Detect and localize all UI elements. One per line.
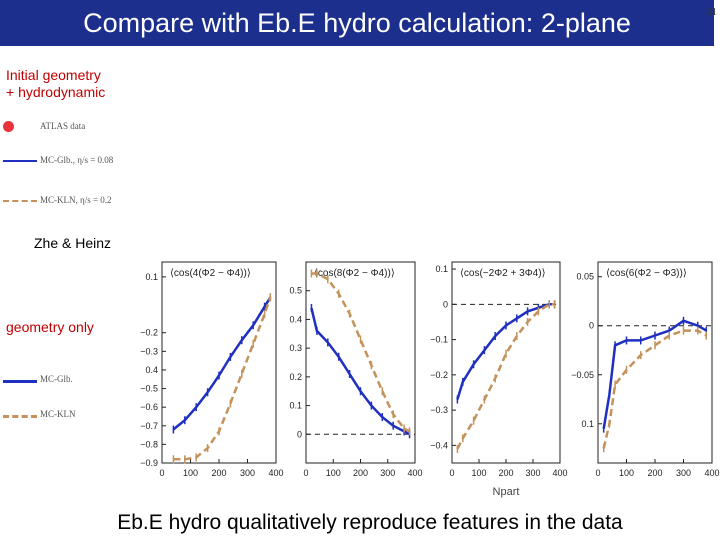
y-tick-label-3-1: 0 — [443, 299, 448, 309]
y-tick-label-1-7: −0.8 — [140, 439, 158, 449]
initial-geometry-label: Initial geometry + hydrodynamic — [6, 67, 105, 101]
y-tick-label-3-5: −0.4 — [430, 440, 448, 450]
series-line-kln-2 — [311, 272, 411, 433]
plot-title-1: ⟨cos(4(Φ2 − Φ4))⟩ — [170, 268, 251, 279]
x-tick-label-1-0: 0 — [159, 468, 164, 478]
x-tick-label-2-4: 400 — [407, 468, 422, 478]
legend-bottom-kln-line-icon — [3, 415, 37, 418]
series-line-kln-4 — [602, 329, 707, 449]
x-tick-label-2-2: 200 — [353, 468, 368, 478]
x-tick-label-1-1: 100 — [183, 468, 198, 478]
plot-frame-4 — [597, 261, 713, 464]
atlas-marker-icon — [3, 121, 14, 132]
x-tick-label-1-3: 300 — [240, 468, 255, 478]
y-tick-label-3-2: −0.1 — [430, 335, 448, 345]
x-tick-label-2-3: 300 — [380, 468, 395, 478]
y-tick-label-1-6: −0.7 — [140, 421, 158, 431]
legend-bottom-glb-label: MC-Glb. — [40, 374, 73, 384]
y-tick-label-4-2: −0.05 — [571, 370, 594, 380]
legend-bottom-kln-label: MC-KLN — [40, 409, 76, 419]
y-tick-label-2-3: 0.2 — [289, 372, 302, 382]
series-line-kln-1 — [173, 296, 272, 461]
y-tick-label-1-4: −0.5 — [140, 384, 158, 394]
y-tick-label-2-5: 0 — [297, 429, 302, 439]
legend-kln-line-icon — [3, 200, 37, 202]
x-tick-label-4-1: 100 — [619, 468, 634, 478]
x-tick-label-3-0: 0 — [449, 468, 454, 478]
plot-title-3: ⟨cos(−2Φ2 + 3Φ4)⟩ — [460, 268, 546, 279]
x-tick-label-2-0: 0 — [303, 468, 308, 478]
geometry-only-label: geometry only — [6, 319, 94, 335]
x-tick-label-1-2: 200 — [211, 468, 226, 478]
x-tick-label-4-4: 400 — [704, 468, 719, 478]
page-title: Compare with Eb.E hydro calculation: 2-p… — [83, 8, 631, 38]
y-tick-label-1-1: −0.2 — [140, 328, 158, 338]
y-tick-label-2-4: 0.1 — [289, 401, 302, 411]
x-tick-label-4-3: 300 — [676, 468, 691, 478]
x-tick-label-3-1: 100 — [471, 468, 486, 478]
legend-kln-label: MC-KLN, η/s = 0.2 — [40, 195, 112, 205]
y-tick-label-4-3: 0.1 — [581, 419, 594, 429]
plot-frame-2 — [305, 261, 416, 464]
title-bar — [0, 0, 714, 46]
legend-glb-line-icon — [3, 160, 37, 162]
initial-geometry-line2: + hydrodynamic — [6, 84, 106, 100]
x-tick-label-2-1: 100 — [326, 468, 341, 478]
y-tick-label-2-1: 0.4 — [289, 314, 302, 324]
initial-geometry-line1: Initial geometry — [6, 67, 101, 83]
series-line-glb-1 — [172, 296, 272, 431]
y-tick-label-1-5: −0.6 — [140, 402, 158, 412]
y-tick-label-3-0: 0.1 — [435, 264, 448, 274]
plot-title-4: ⟨cos(6(Φ2 − Φ3))⟩ — [606, 268, 687, 279]
y-tick-label-2-2: 0.3 — [289, 343, 302, 353]
y-tick-label-4-0: 0.05 — [576, 272, 594, 282]
x-tick-label-3-2: 200 — [498, 468, 513, 478]
y-tick-label-1-3: 0.4 — [145, 365, 158, 375]
x-tick-label-1-4: 400 — [268, 468, 283, 478]
y-tick-label-2-0: 0.5 — [289, 286, 302, 296]
footer-caption: Eb.E hydro qualitatively reproduce featu… — [117, 511, 623, 534]
plot-frame-3 — [451, 261, 561, 464]
y-tick-label-1-8: −0.9 — [140, 458, 158, 468]
page-number: 31 — [706, 6, 717, 18]
x-tick-label-3-3: 300 — [525, 468, 540, 478]
y-tick-label-3-4: −0.3 — [430, 405, 448, 415]
legend-bottom-glb-line-icon — [3, 380, 37, 383]
legend-glb-label: MC-Glb., η/s = 0.08 — [40, 155, 114, 165]
y-tick-label-3-3: −0.2 — [430, 370, 448, 380]
y-tick-label-1-0: 0.1 — [145, 272, 158, 282]
x-tick-label-4-2: 200 — [647, 468, 662, 478]
y-tick-label-4-1: 0 — [589, 321, 594, 331]
series-line-kln-3 — [456, 303, 555, 450]
x-tick-label-3-4: 400 — [552, 468, 567, 478]
legend-atlas-label: ATLAS data — [40, 121, 86, 131]
x-axis-label-3: Npart — [493, 486, 520, 498]
series-line-glb-4 — [602, 319, 707, 429]
y-tick-label-1-2: −0.3 — [140, 346, 158, 356]
zhe-heinz-label: Zhe & Heinz — [34, 235, 112, 251]
plot-title-2: ⟨cos(8(Φ2 − Φ4))⟩ — [314, 268, 395, 279]
x-tick-label-4-0: 0 — [595, 468, 600, 478]
